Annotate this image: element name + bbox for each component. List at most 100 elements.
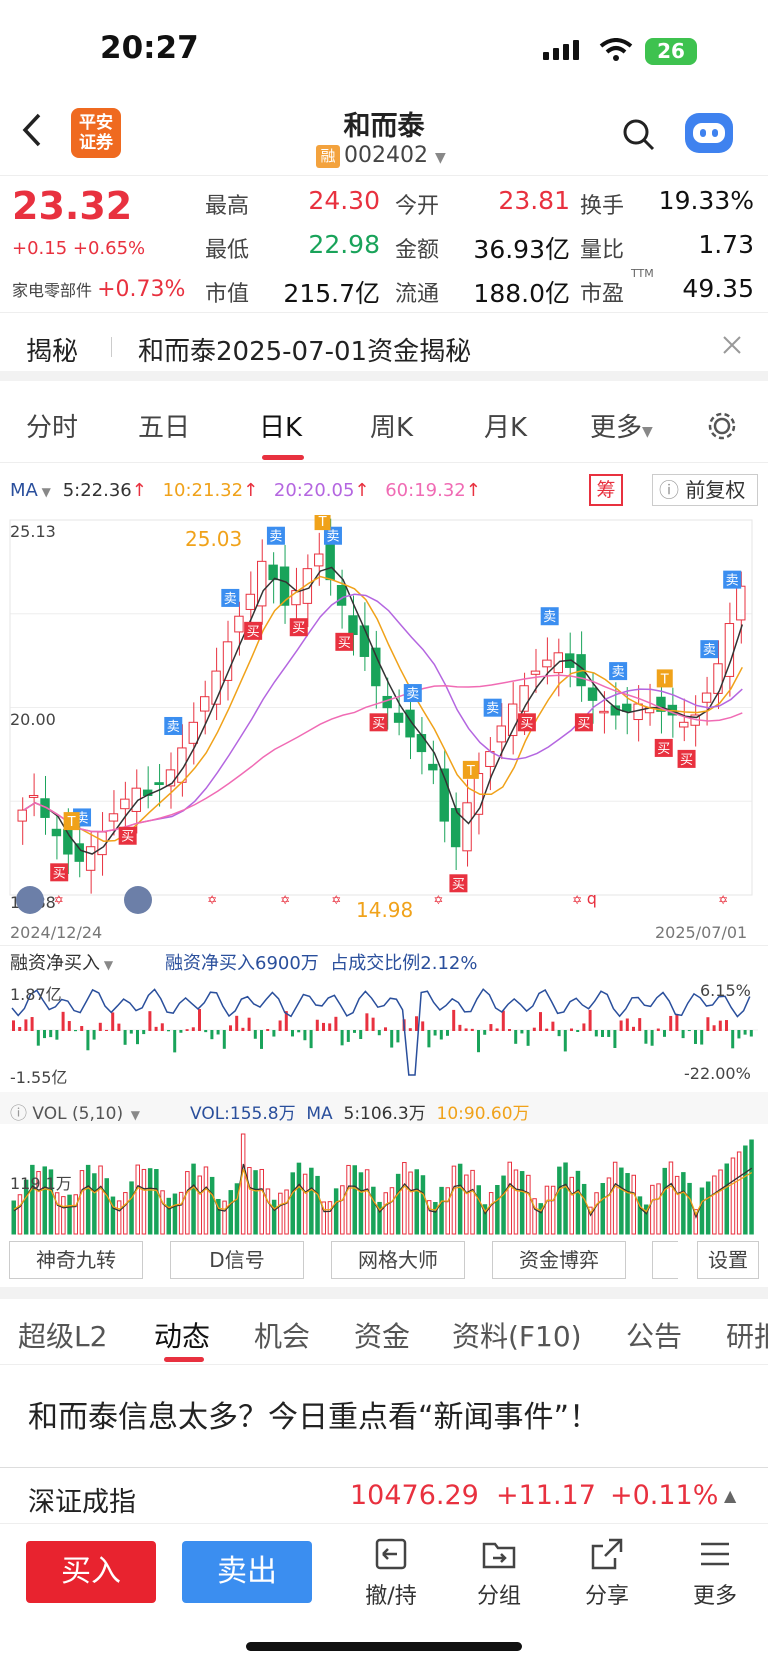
financing-selector[interactable]: 融资净买入 ▼: [10, 953, 114, 974]
expand-up-icon[interactable]: ▲: [724, 1486, 737, 1505]
candle-body: [257, 560, 267, 607]
volume-bar: [426, 1200, 432, 1235]
fullscreen-icon[interactable]: [124, 886, 152, 914]
tool-nine-turn[interactable]: 神奇九转: [9, 1241, 143, 1279]
tab-news[interactable]: 动态: [154, 1320, 211, 1353]
buy-marker-label: 买: [53, 866, 66, 881]
financing-bar: [489, 1024, 493, 1031]
tab-daily-k[interactable]: 日K: [259, 413, 303, 443]
stock-code-selector[interactable]: 融 002402 ▼: [316, 143, 446, 168]
sell-button[interactable]: 卖出: [182, 1541, 312, 1603]
volume-bar: [253, 1170, 258, 1235]
back-arrow-icon[interactable]: [22, 112, 42, 148]
financing-bar: [30, 1017, 34, 1031]
tool-partial[interactable]: [652, 1241, 678, 1279]
tab-monthly-k[interactable]: 月K: [484, 413, 528, 443]
tab-weekly-k[interactable]: 周K: [370, 413, 414, 443]
candle-body: [519, 685, 529, 712]
margin-badge: 融: [316, 144, 340, 168]
financing-bar: [92, 1030, 96, 1040]
financing-bar: [43, 1030, 46, 1039]
sector-info[interactable]: 家电零部件 +0.73%: [12, 277, 185, 302]
tab-super-l2[interactable]: 超级L2: [18, 1320, 108, 1353]
assistant-robot-icon[interactable]: [685, 113, 733, 153]
tab-more[interactable]: 更多▼: [590, 413, 653, 443]
sell-marker-label: 卖: [543, 610, 556, 625]
financing-bar: [80, 1026, 84, 1031]
financing-bar: [576, 1030, 580, 1032]
candle-body: [211, 670, 221, 705]
candle-body: [97, 831, 107, 856]
volume-bar: [247, 1167, 252, 1235]
financing-bar: [613, 1030, 617, 1048]
tool-fund-game[interactable]: 资金博弈: [492, 1241, 626, 1279]
volume-bar: [321, 1201, 326, 1235]
ma60-line: [23, 674, 743, 833]
tab-five-day[interactable]: 五日: [138, 413, 191, 443]
financing-bar: [495, 1028, 499, 1031]
sector-name: 家电零部件: [12, 281, 93, 300]
group-button[interactable]: 分组: [459, 1536, 539, 1610]
tab-minute[interactable]: 分时: [26, 413, 79, 443]
volume-header: [0, 1092, 768, 1124]
sell-marker: [483, 698, 502, 717]
tab-opportunity[interactable]: 机会: [254, 1320, 311, 1353]
volume-bar: [600, 1183, 605, 1235]
volume-bar: [519, 1171, 525, 1235]
tab-research[interactable]: 研报: [726, 1320, 768, 1353]
fund-reveal-bar[interactable]: 揭秘 和而泰2025-07-01资金揭秘: [0, 313, 768, 381]
news-headline[interactable]: 和而泰信息太多？今日重点看“新闻事件”！: [28, 1400, 600, 1435]
tool-settings[interactable]: 设置: [697, 1241, 759, 1279]
candle-body: [530, 670, 541, 675]
pe-ttm-label: TTM: [631, 267, 654, 280]
volume-chart: [11, 1133, 754, 1235]
financing-bar: [532, 1027, 536, 1031]
financing-bar: [663, 1030, 666, 1037]
volume-bar: [116, 1200, 122, 1235]
financing-bar: [222, 1030, 226, 1049]
financing-bar: [334, 1016, 338, 1031]
volume-values: VOL:155.8万 MA 5:106.3万 10:90.60万: [190, 1104, 530, 1124]
close-icon[interactable]: [722, 335, 742, 355]
tool-d-signal[interactable]: D信号: [170, 1241, 304, 1279]
volume-bar: [315, 1175, 320, 1235]
volume-bar: [185, 1171, 190, 1235]
buy-button[interactable]: 买入: [26, 1541, 156, 1603]
volume-bar: [302, 1173, 308, 1235]
chip-distribution-button[interactable]: 筹: [589, 474, 623, 506]
candle-body: [622, 703, 632, 712]
cancel-hold-button[interactable]: 撤/持: [351, 1536, 431, 1610]
index-pct: +0.11%: [610, 1480, 719, 1511]
more-button[interactable]: 更多: [675, 1536, 755, 1610]
adjust-mode-button[interactable]: ⓘ 前复权: [652, 474, 758, 506]
volume-selector[interactable]: ⓘ VOL (5,10) ▼: [10, 1104, 140, 1124]
volume-bar: [414, 1169, 419, 1235]
index-bar[interactable]: 深证成指 10476.29 +11.17 +0.11% ▲: [0, 1467, 768, 1523]
financing-bar: [669, 1015, 673, 1031]
candle-body: [325, 541, 335, 581]
ma-selector[interactable]: MA: [10, 480, 38, 501]
volume-bar: [402, 1162, 407, 1235]
candle-body: [165, 769, 176, 787]
share-button[interactable]: 分享: [567, 1536, 647, 1610]
financing-bar: [594, 1030, 598, 1037]
signal-tick: ✡: [54, 893, 64, 907]
candle-body: [222, 641, 233, 681]
tab-announcement[interactable]: 公告: [626, 1320, 683, 1353]
sell-marker: [723, 570, 742, 589]
settings-gear-icon[interactable]: [707, 411, 737, 441]
collapse-icon[interactable]: [16, 886, 44, 914]
sell-marker: [323, 526, 342, 545]
financing-bar: [551, 1021, 555, 1031]
buy-marker: [574, 713, 593, 732]
tab-funds[interactable]: 资金: [354, 1320, 411, 1353]
tool-grid-master[interactable]: 网格大师: [331, 1241, 465, 1279]
y-axis-mid-label: 20.00: [10, 710, 56, 729]
financing-bar: [278, 1020, 282, 1031]
search-icon[interactable]: [622, 118, 656, 152]
financing-bar: [123, 1030, 127, 1045]
volume-bar: [464, 1174, 469, 1235]
tab-f10[interactable]: 资料(F10): [452, 1320, 582, 1353]
financing-bar: [117, 1023, 121, 1031]
